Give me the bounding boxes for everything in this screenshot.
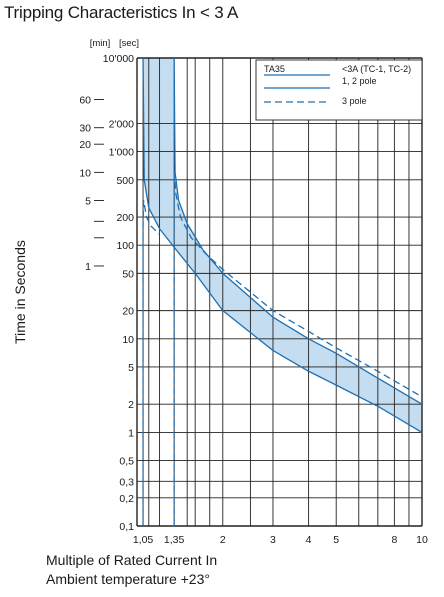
y-tick-sec-label: 2'000 bbox=[109, 118, 135, 130]
legend-entry-label: 3 pole bbox=[342, 96, 367, 106]
y-tick-sec-label: 500 bbox=[116, 175, 134, 187]
x-axis-label-line2: Ambient temperature +23° bbox=[46, 571, 210, 587]
y-tick-sec-label: 0,2 bbox=[119, 493, 134, 505]
y-tick-min-label: 60 bbox=[79, 95, 91, 107]
y-tick-sec-label: 0,1 bbox=[119, 521, 134, 533]
legend-title: TA35 bbox=[264, 64, 285, 74]
legend-entry-label: <3A (TC-1, TC-2) bbox=[342, 64, 411, 74]
y-tick-sec-label: 100 bbox=[116, 240, 134, 252]
x-tick-label: 1,35 bbox=[164, 534, 185, 546]
legend-entry-label: 1, 2 pole bbox=[342, 76, 377, 86]
y-tick-sec-label: 1 bbox=[128, 427, 134, 439]
y-tick-sec-label: 0,5 bbox=[119, 456, 134, 468]
axes: [min] [sec] 10'000 2'000 1'000 500 200 100 50 20 1… bbox=[79, 38, 428, 546]
y-tick-sec-label: 2 bbox=[128, 399, 134, 411]
y-tick-min-label: 30 bbox=[79, 123, 91, 135]
x-axis-label-line1: Multiple of Rated Current In bbox=[46, 552, 218, 568]
y-tick-sec-label: 50 bbox=[122, 268, 134, 280]
curves bbox=[142, 57, 423, 526]
y-tick-min-label: 1 bbox=[85, 261, 91, 273]
chart-title: Tripping Characteristics In < 3 A bbox=[4, 3, 239, 22]
y-tick-sec-label: 10 bbox=[122, 334, 134, 346]
x-tick-label: 5 bbox=[333, 534, 339, 546]
y-tick-min-label: 20 bbox=[79, 139, 91, 151]
x-tick-label: 1,05 bbox=[133, 534, 154, 546]
curve-3-pole-upper bbox=[173, 171, 423, 526]
y-tick-sec-label: 0,3 bbox=[119, 476, 134, 488]
y-tick-min-label: 10 bbox=[79, 167, 91, 179]
legend-box bbox=[255, 59, 423, 121]
curve-1-2-pole-upper bbox=[173, 57, 423, 405]
legend: TA35 <3A (TC-1, TC-2) 1, 2 pole 3 pole bbox=[255, 59, 423, 121]
y-unit-min: [min] bbox=[90, 38, 111, 49]
y-tick-sec-label: 10'000 bbox=[103, 53, 134, 65]
curve-1-2-pole-lower bbox=[142, 57, 423, 433]
y-tick-sec-label: 1'000 bbox=[109, 147, 135, 159]
y-tick-sec-label: 200 bbox=[116, 212, 134, 224]
y-tick-sec-label: 5 bbox=[128, 362, 134, 374]
y-tick-min-label: 5 bbox=[85, 196, 91, 208]
grid bbox=[136, 57, 423, 527]
x-tick-label: 8 bbox=[391, 534, 397, 546]
y-unit-sec: [sec] bbox=[119, 38, 139, 49]
x-tick-label: 4 bbox=[306, 534, 312, 546]
curve-3-pole-lower bbox=[142, 199, 161, 526]
x-tick-label: 3 bbox=[270, 534, 276, 546]
x-tick-label: 10 bbox=[416, 534, 428, 546]
y-tick-sec-label: 20 bbox=[122, 306, 134, 318]
x-tick-label: 2 bbox=[220, 534, 226, 546]
